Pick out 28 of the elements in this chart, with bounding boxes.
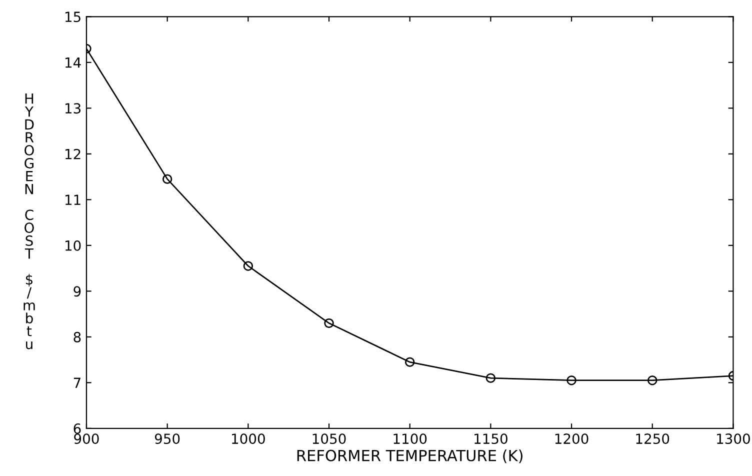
y-tick-label: 14: [65, 58, 81, 68]
x-tick-label: 1300: [717, 434, 750, 444]
x-tick-label: 1250: [636, 434, 670, 444]
x-tick-label: 1150: [474, 434, 508, 444]
y-tick-label: 7: [74, 378, 80, 388]
y-tick-label: 10: [65, 240, 81, 251]
x-tick-label: 900: [74, 434, 99, 444]
x-tick-label: 950: [154, 434, 180, 444]
point: [404, 357, 415, 367]
x-axis-title: REFORMER TEMPERATURE (K): [297, 449, 522, 464]
x-tick-label: 1050: [312, 434, 346, 444]
point: [566, 376, 576, 386]
y-tick-label: 6: [74, 423, 81, 434]
x-tick-label: 1200: [555, 434, 588, 444]
text: HYDROGEN COST $/mbtu: [24, 94, 35, 350]
point: [162, 174, 172, 184]
x-tick-label: 1100: [394, 434, 427, 444]
y-tick-label: 15: [65, 12, 80, 22]
y-tick-label: 8: [74, 332, 81, 342]
y-tick-label: 9: [74, 286, 81, 297]
point: [324, 318, 334, 328]
point: [648, 376, 658, 386]
y-tick-label: 13: [65, 103, 81, 114]
y-tick-label: 11: [65, 194, 80, 205]
x-tick-label: 1000: [232, 434, 265, 444]
point: [243, 261, 254, 271]
y-tick-label: 12: [65, 148, 80, 160]
point: [486, 373, 496, 383]
